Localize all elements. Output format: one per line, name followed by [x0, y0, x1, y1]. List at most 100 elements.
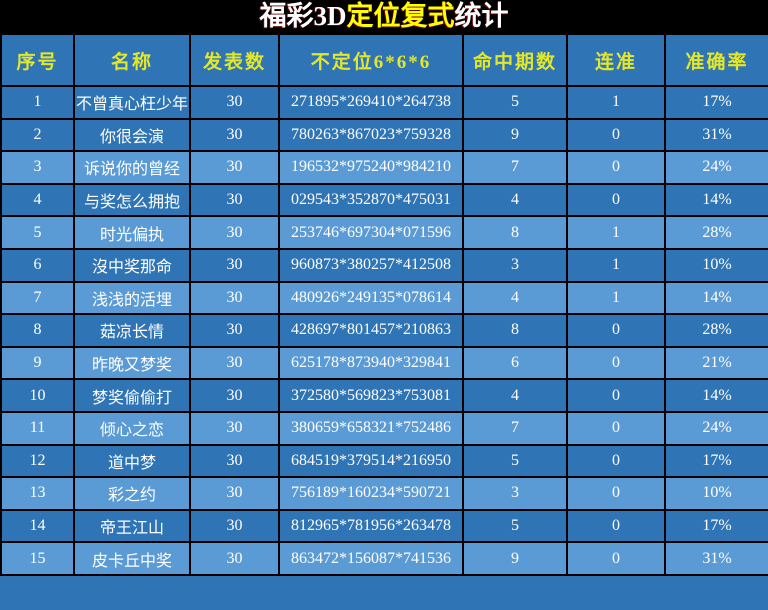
- cell-name: 昨晚又梦奖: [73, 345, 191, 381]
- cell-streak: 0: [566, 541, 666, 576]
- cell-published: 30: [189, 182, 280, 218]
- cell-numbers: 253746*697304*071596: [278, 215, 464, 250]
- table-row: 13 彩之约 30 756189*160234*590721 3 0 10%: [0, 476, 768, 511]
- cell-accuracy: 10%: [664, 247, 768, 283]
- cell-published: 30: [189, 508, 280, 544]
- title-bar: 福彩3D 定位复式 统计: [0, 0, 768, 33]
- table-row: 7 浅浅的活埋 30 480926*249135*078614 4 1 14%: [0, 280, 768, 316]
- cell-hits: 7: [462, 150, 568, 185]
- column-header-name: 名称: [73, 33, 191, 87]
- cell-name: 彩之约: [73, 476, 191, 511]
- cell-accuracy: 24%: [664, 410, 768, 446]
- cell-name: 你很会演: [73, 117, 191, 153]
- cell-published: 30: [189, 215, 280, 250]
- cell-accuracy: 17%: [664, 508, 768, 544]
- cell-accuracy: 28%: [664, 313, 768, 348]
- cell-streak: 0: [566, 378, 666, 413]
- cell-name: 时光偏执: [73, 215, 191, 250]
- cell-index: 3: [0, 150, 75, 185]
- cell-streak: 0: [566, 150, 666, 185]
- cell-streak: 0: [566, 117, 666, 153]
- cell-hits: 8: [462, 313, 568, 348]
- cell-streak: 0: [566, 182, 666, 218]
- column-header-index: 序号: [0, 33, 75, 87]
- cell-name: 皮卡丘中奖: [73, 541, 191, 576]
- cell-name: 帝王江山: [73, 508, 191, 544]
- cell-accuracy: 24%: [664, 150, 768, 185]
- cell-streak: 0: [566, 313, 666, 348]
- cell-hits: 7: [462, 410, 568, 446]
- cell-streak: 1: [566, 247, 666, 283]
- cell-index: 12: [0, 443, 75, 479]
- cell-hits: 4: [462, 378, 568, 413]
- cell-accuracy: 14%: [664, 378, 768, 413]
- column-header-accuracy: 准确率: [664, 33, 768, 87]
- page-title-segment-suffix: 统计: [454, 1, 509, 31]
- cell-index: 8: [0, 313, 75, 348]
- cell-published: 30: [189, 541, 280, 576]
- cell-name: 道中梦: [73, 443, 191, 479]
- cell-published: 30: [189, 313, 280, 348]
- table-row: 9 昨晚又梦奖 30 625178*873940*329841 6 0 21%: [0, 345, 768, 381]
- cell-hits: 9: [462, 117, 568, 153]
- cell-index: 6: [0, 247, 75, 283]
- cell-name: 与奖怎么拥抱: [73, 182, 191, 218]
- cell-hits: 4: [462, 280, 568, 316]
- cell-published: 30: [189, 117, 280, 153]
- table-row: 6 沒中奖那命 30 960873*380257*412508 3 1 10%: [0, 247, 768, 283]
- table-row: 11 倾心之恋 30 380659*658321*752486 7 0 24%: [0, 410, 768, 446]
- cell-numbers: 863472*156087*741536: [278, 541, 464, 576]
- cell-name: 不曾真心枉少年: [73, 85, 191, 120]
- cell-hits: 3: [462, 247, 568, 283]
- cell-accuracy: 14%: [664, 280, 768, 316]
- column-header-numbers: 不定位6*6*6: [278, 33, 464, 87]
- table-row: 12 道中梦 30 684519*379514*216950 5 0 17%: [0, 443, 768, 479]
- cell-numbers: 428697*801457*210863: [278, 313, 464, 348]
- cell-name: 倾心之恋: [73, 410, 191, 446]
- cell-name: 梦奖偷偷打: [73, 378, 191, 413]
- cell-numbers: 372580*569823*753081: [278, 378, 464, 413]
- cell-accuracy: 10%: [664, 476, 768, 511]
- table-row: 14 帝王江山 30 812965*781956*263478 5 0 17%: [0, 508, 768, 544]
- cell-index: 11: [0, 410, 75, 446]
- cell-published: 30: [189, 410, 280, 446]
- cell-hits: 3: [462, 476, 568, 511]
- cell-streak: 0: [566, 345, 666, 381]
- cell-hits: 9: [462, 541, 568, 576]
- cell-name: 沒中奖那命: [73, 247, 191, 283]
- cell-streak: 1: [566, 85, 666, 120]
- cell-numbers: 812965*781956*263478: [278, 508, 464, 544]
- table-row: 8 菇凉长情 30 428697*801457*210863 8 0 28%: [0, 313, 768, 348]
- cell-streak: 0: [566, 476, 666, 511]
- table-row: 15 皮卡丘中奖 30 863472*156087*741536 9 0 31%: [0, 541, 768, 576]
- cell-numbers: 029543*352870*475031: [278, 182, 464, 218]
- cell-published: 30: [189, 280, 280, 316]
- cell-index: 15: [0, 541, 75, 576]
- cell-index: 7: [0, 280, 75, 316]
- next-row-sliver: [0, 575, 768, 610]
- table-row: 4 与奖怎么拥抱 30 029543*352870*475031 4 0 14%: [0, 182, 768, 218]
- cell-published: 30: [189, 476, 280, 511]
- table-row: 2 你很会演 30 780263*867023*759328 9 0 31%: [0, 117, 768, 153]
- cell-accuracy: 28%: [664, 215, 768, 250]
- cell-streak: 1: [566, 280, 666, 316]
- cell-numbers: 684519*379514*216950: [278, 443, 464, 479]
- cell-numbers: 625178*873940*329841: [278, 345, 464, 381]
- cell-published: 30: [189, 345, 280, 381]
- cell-numbers: 756189*160234*590721: [278, 476, 464, 511]
- cell-numbers: 271895*269410*264738: [278, 85, 464, 120]
- cell-accuracy: 21%: [664, 345, 768, 381]
- page-title-segment-accent: 定位复式: [346, 1, 455, 31]
- cell-index: 9: [0, 345, 75, 381]
- cell-name: 浅浅的活埋: [73, 280, 191, 316]
- cell-hits: 5: [462, 85, 568, 120]
- cell-published: 30: [189, 85, 280, 120]
- table-row: 3 诉说你的曾经 30 196532*975240*984210 7 0 24%: [0, 150, 768, 185]
- cell-hits: 5: [462, 508, 568, 544]
- cell-index: 13: [0, 476, 75, 511]
- table-row: 1 不曾真心枉少年 30 271895*269410*264738 5 1 17%: [0, 85, 768, 120]
- cell-accuracy: 17%: [664, 443, 768, 479]
- table-body: 1 不曾真心枉少年 30 271895*269410*264738 5 1 17% 2 你很会演…: [0, 85, 768, 576]
- cell-hits: 4: [462, 182, 568, 218]
